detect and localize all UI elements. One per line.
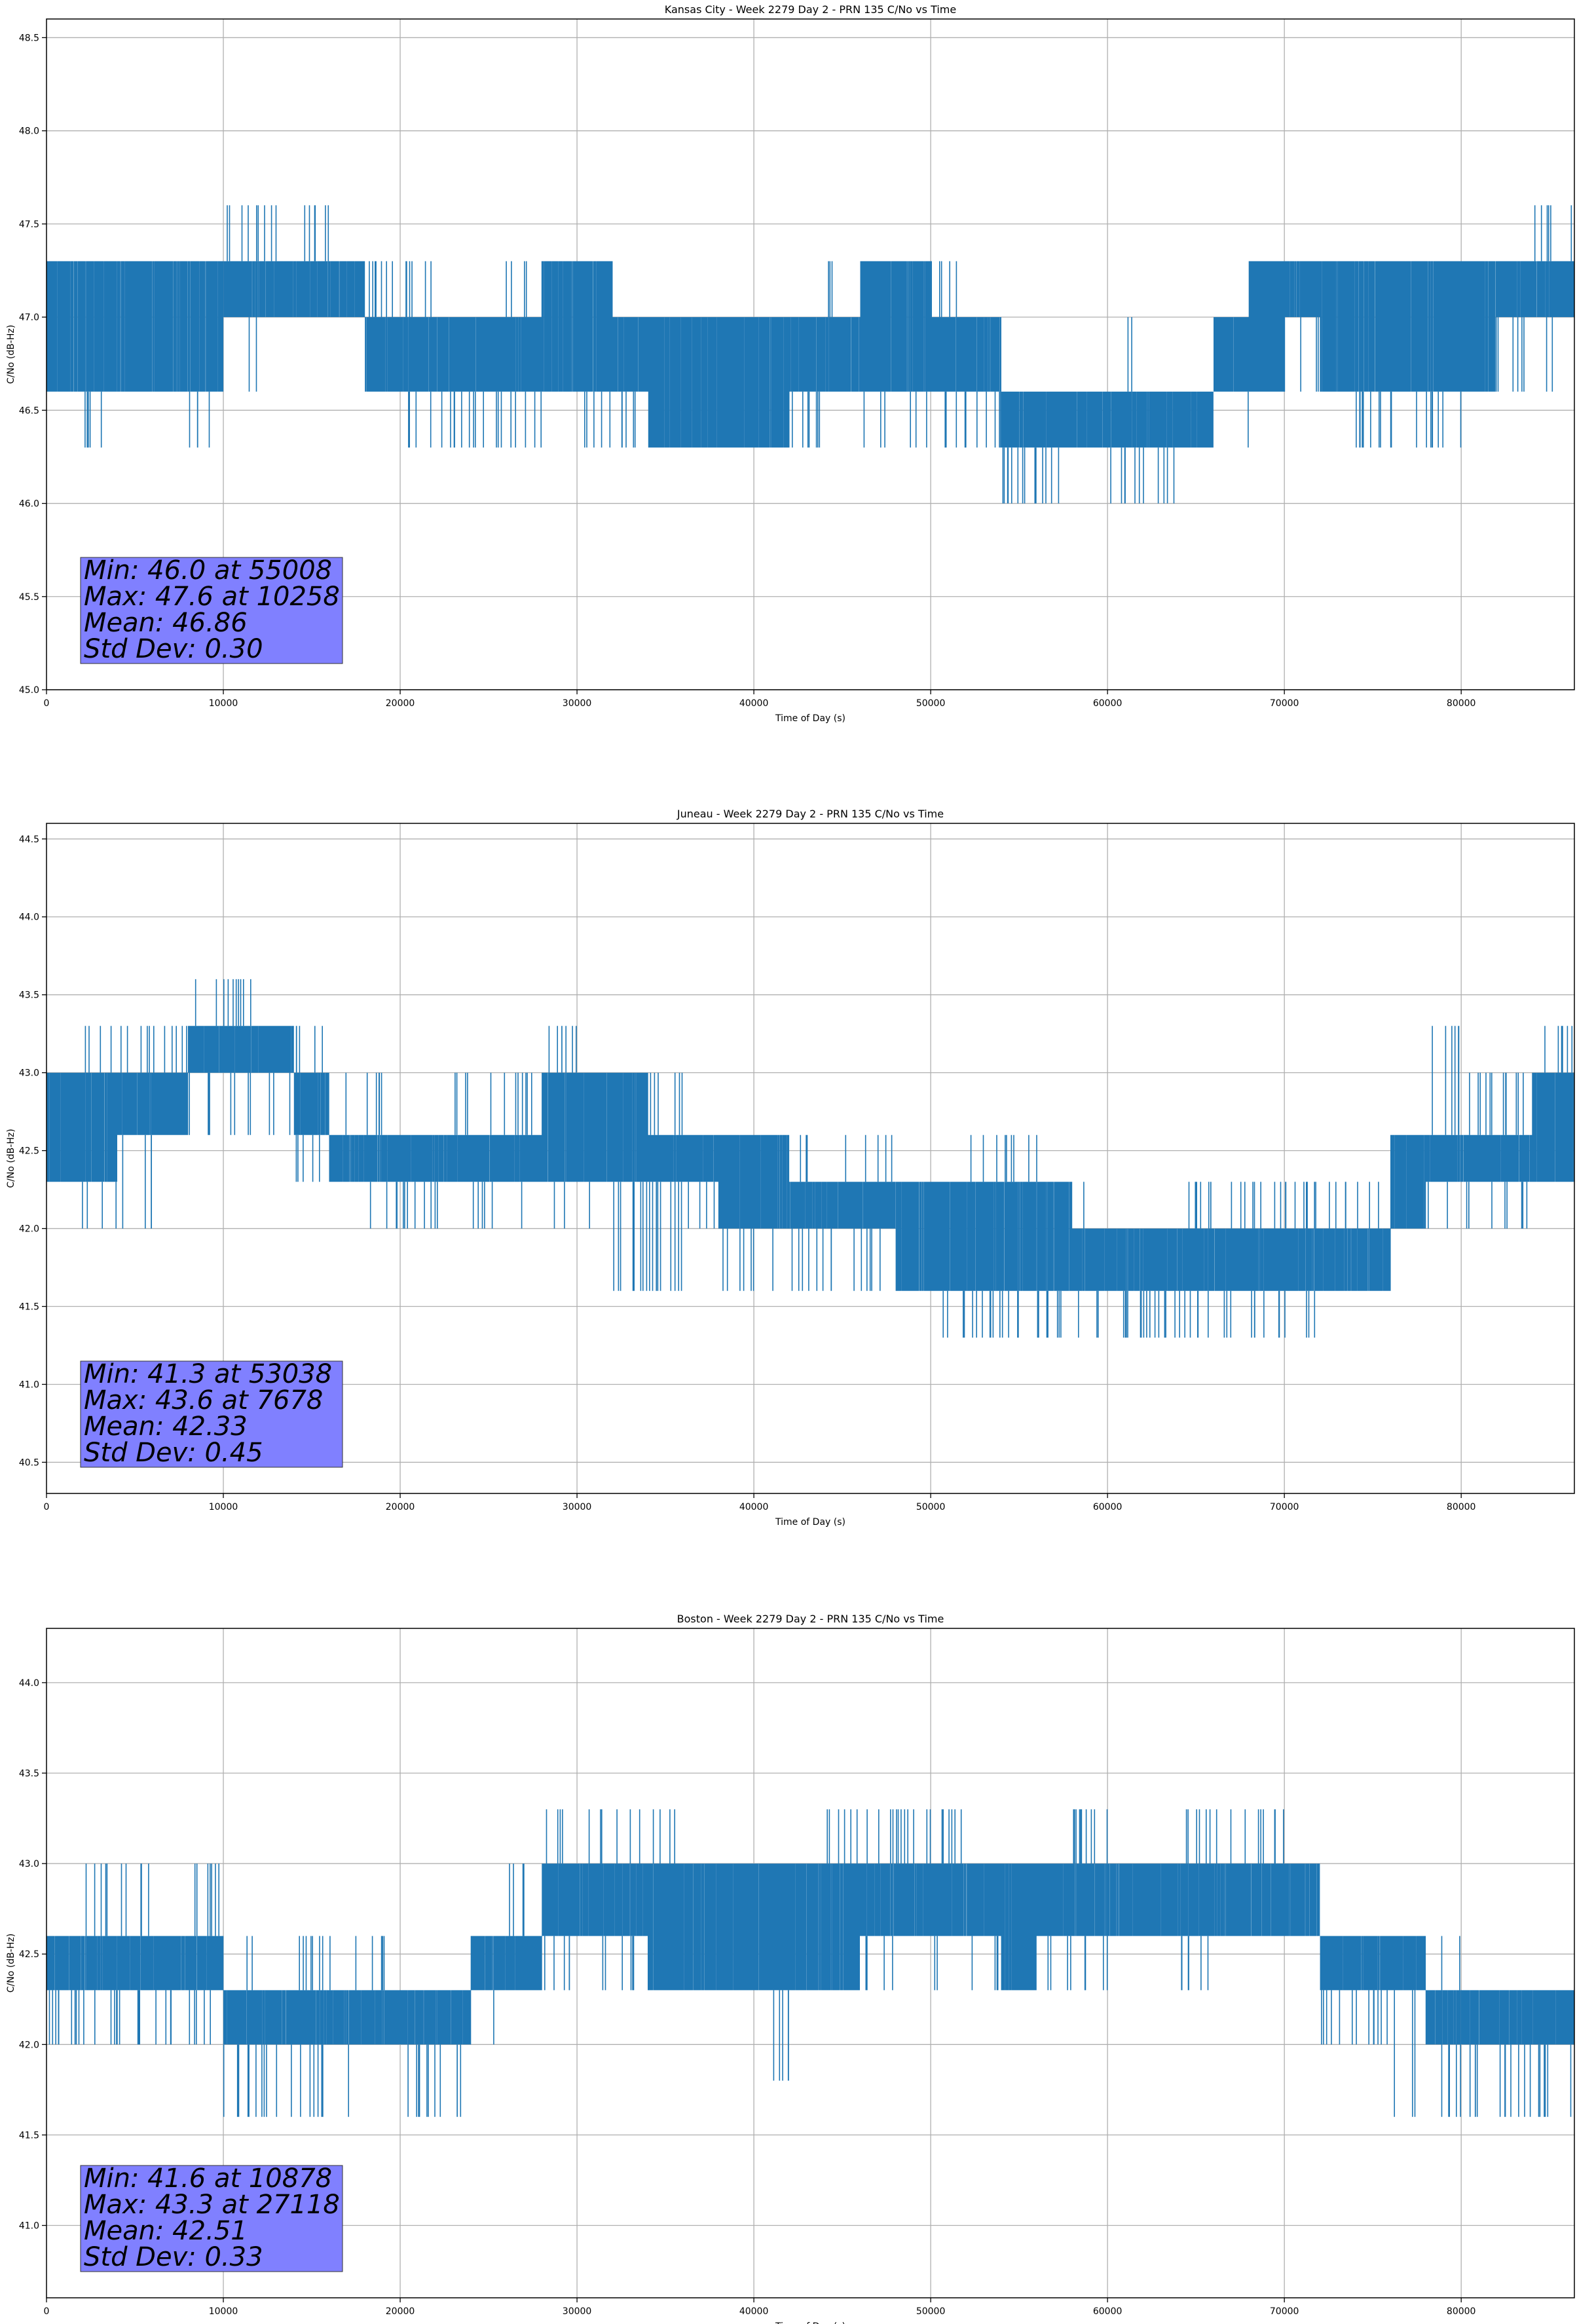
stats-line: Min: 46.0 at 55008	[84, 555, 332, 586]
y-tick-label: 44.0	[19, 912, 39, 923]
stats-line: Std Dev: 0.30	[84, 634, 263, 664]
y-tick-label: 40.5	[19, 1457, 39, 1468]
x-tick-label: 10000	[209, 698, 238, 709]
x-tick-label: 0	[44, 698, 50, 709]
y-tick-label: 43.5	[19, 990, 39, 1001]
y-tick-label: 41.5	[19, 1302, 39, 1313]
y-tick-label: 44.0	[19, 1678, 39, 1689]
y-tick-label: 42.0	[19, 2040, 39, 2050]
x-tick-label: 80000	[1447, 698, 1476, 709]
x-tick-label: 60000	[1093, 2306, 1122, 2317]
y-tick-label: 42.5	[19, 1146, 39, 1157]
y-axis-label: C/No (dB-Hz)	[6, 325, 16, 384]
stats-line: Mean: 46.86	[84, 608, 248, 638]
y-tick-label: 47.0	[19, 312, 39, 323]
x-tick-label: 60000	[1093, 1502, 1122, 1512]
x-tick-label: 50000	[916, 2306, 946, 2317]
stats-line: Min: 41.6 at 10878	[84, 2164, 332, 2194]
series-line	[46, 205, 1574, 504]
x-tick-label: 40000	[739, 1502, 769, 1512]
x-tick-label: 50000	[916, 1502, 946, 1512]
x-tick-label: 80000	[1447, 2306, 1476, 2317]
y-axis-label: C/No (dB-Hz)	[6, 1129, 16, 1188]
y-tick-label: 41.0	[19, 1379, 39, 1390]
y-tick-label: 48.0	[19, 126, 39, 137]
x-tick-label: 0	[44, 1502, 50, 1512]
y-tick-label: 41.5	[19, 2130, 39, 2141]
y-tick-label: 46.5	[19, 405, 39, 416]
y-tick-label: 43.0	[19, 1859, 39, 1869]
chart-panel: 0 10000 20000 30000 40000 50000 60000 70000 8000…	[6, 1613, 1575, 2324]
stats-box-background	[80, 1360, 343, 1468]
chart-panel: 0 10000 20000 30000 40000 50000 60000 70000 8000…	[6, 3, 1575, 724]
x-axis-label: Time of Day (s)	[775, 2321, 845, 2324]
x-tick-label: 20000	[386, 2306, 415, 2317]
chart-title: Boston - Week 2279 Day 2 - PRN 135 C/No …	[677, 1613, 944, 1625]
chart-title: Juneau - Week 2279 Day 2 - PRN 135 C/No …	[677, 808, 944, 820]
chart-title: Kansas City - Week 2279 Day 2 - PRN 135 …	[665, 3, 956, 16]
stats-line: Mean: 42.33	[84, 1412, 248, 1442]
y-tick-label: 46.0	[19, 499, 39, 510]
x-axis-label: Time of Day (s)	[775, 713, 845, 724]
y-tick-label: 43.5	[19, 1769, 39, 1779]
stats-line: Max: 43.3 at 27118	[84, 2190, 340, 2220]
y-tick-label: 42.5	[19, 1949, 39, 1960]
x-tick-label: 20000	[386, 1502, 415, 1512]
x-tick-label: 10000	[209, 1502, 238, 1512]
x-tick-label: 70000	[1270, 2306, 1299, 2317]
x-tick-label: 30000	[563, 1502, 592, 1512]
stats-line: Min: 41.3 at 53038	[84, 1359, 332, 1389]
x-tick-label: 30000	[563, 698, 592, 709]
x-tick-label: 70000	[1270, 698, 1299, 709]
stats-line: Std Dev: 0.45	[84, 1438, 263, 1468]
y-tick-label: 45.5	[19, 592, 39, 603]
y-axis-label: C/No (dB-Hz)	[6, 1934, 16, 1993]
y-tick-label: 44.5	[19, 834, 39, 845]
x-tick-label: 40000	[739, 698, 769, 709]
stats-box-background	[80, 557, 343, 664]
x-axis-label: Time of Day (s)	[775, 1517, 845, 1527]
y-tick-label: 41.0	[19, 2221, 39, 2232]
stats-line: Mean: 42.51	[84, 2216, 248, 2246]
x-tick-label: 10000	[209, 2306, 238, 2317]
y-tick-label: 42.0	[19, 1224, 39, 1235]
chart-panel: 0 10000 20000 30000 40000 50000 60000 70000 8000…	[6, 808, 1575, 1527]
stats-line: Max: 43.6 at 7678	[84, 1385, 323, 1415]
x-tick-label: 40000	[739, 2306, 769, 2317]
stats-line: Std Dev: 0.33	[84, 2242, 263, 2272]
y-tick-label: 45.0	[19, 685, 39, 696]
x-tick-label: 60000	[1093, 698, 1122, 709]
stats-box-background	[80, 2165, 343, 2272]
x-tick-label: 0	[44, 2306, 50, 2317]
series-line	[46, 1809, 1574, 2117]
axes-frame	[46, 1628, 1575, 2298]
axes-frame	[46, 18, 1575, 690]
x-tick-label: 80000	[1447, 1502, 1476, 1512]
x-tick-label: 70000	[1270, 1502, 1299, 1512]
x-tick-label: 50000	[916, 698, 946, 709]
y-tick-label: 43.0	[19, 1068, 39, 1079]
x-tick-label: 30000	[563, 2306, 592, 2317]
y-tick-label: 47.5	[19, 219, 39, 230]
y-tick-label: 48.5	[19, 33, 39, 43]
axes-frame	[46, 823, 1575, 1494]
x-tick-label: 20000	[386, 698, 415, 709]
stats-line: Max: 47.6 at 10258	[84, 582, 340, 612]
